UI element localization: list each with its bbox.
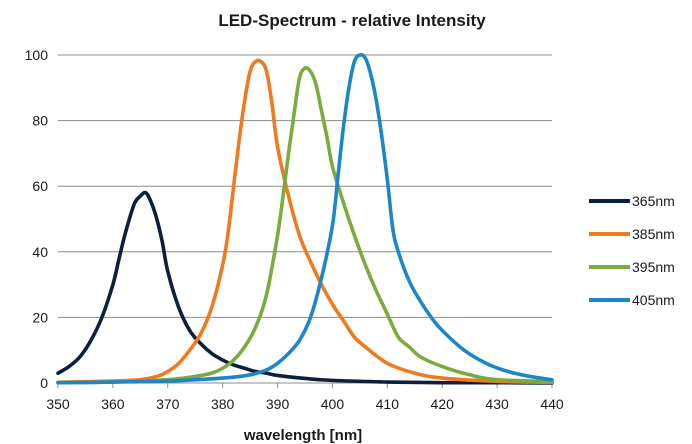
x-tick-label: 420 bbox=[431, 396, 455, 412]
y-tick-label: 80 bbox=[32, 113, 48, 129]
gridlines bbox=[58, 54, 552, 318]
x-tick-label: 410 bbox=[376, 396, 400, 412]
x-tick-label: 430 bbox=[485, 396, 509, 412]
x-tick-label: 440 bbox=[540, 396, 564, 412]
plot-area bbox=[56, 53, 554, 385]
x-tick-label: 400 bbox=[321, 396, 345, 412]
legend-label: 365nm bbox=[632, 193, 675, 209]
x-tick-label: 350 bbox=[46, 396, 70, 412]
y-tick-label: 100 bbox=[25, 47, 49, 63]
x-tick-label: 380 bbox=[211, 396, 235, 412]
series-line-365nm bbox=[56, 190, 554, 385]
legend: 365nm 385nm 395nm 405nm bbox=[589, 193, 675, 308]
series-line-395nm bbox=[56, 65, 554, 385]
legend-label: 395nm bbox=[632, 259, 675, 275]
series-line-405nm bbox=[56, 53, 554, 385]
legend-label: 385nm bbox=[632, 226, 675, 242]
y-tick-label: 60 bbox=[32, 178, 48, 194]
y-tick-label: 40 bbox=[32, 244, 48, 260]
x-tick-label: 370 bbox=[156, 396, 180, 412]
series-line-385nm bbox=[56, 58, 554, 385]
y-tick-label: 0 bbox=[40, 375, 48, 391]
legend-label: 405nm bbox=[632, 292, 675, 308]
y-tick-label: 20 bbox=[32, 309, 48, 325]
x-tick-label: 390 bbox=[266, 396, 290, 412]
x-tick-label: 360 bbox=[101, 396, 125, 412]
x-axis-label: wavelength [nm] bbox=[243, 427, 362, 444]
chart-title: LED-Spectrum - relative Intensity bbox=[218, 11, 486, 30]
